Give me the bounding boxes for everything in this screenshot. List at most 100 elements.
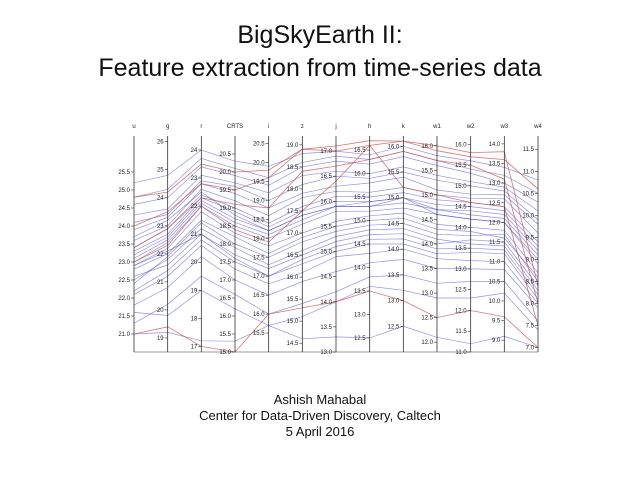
tick-label-z-0: 19.0 (287, 143, 299, 149)
tick-label-i-0: 20.5 (253, 142, 265, 148)
tick-label-j-3: 15.5 (320, 224, 332, 230)
tick-label-w4-7: 8.0 (526, 302, 535, 308)
tick-label-w4-5: 9.0 (526, 257, 535, 263)
tick-label-CRTS-3: 19.0 (219, 206, 231, 212)
tick-label-w1-3: 14.5 (421, 217, 433, 223)
tick-label-CRTS-7: 17.0 (219, 278, 231, 284)
axis-label-r: r (200, 124, 202, 130)
tick-label-i-4: 18.5 (253, 217, 265, 223)
tick-label-u-3: 24.0 (118, 224, 130, 230)
tick-label-i-9: 16.0 (253, 312, 265, 318)
tick-label-h-2: 15.5 (354, 195, 366, 201)
tick-label-w3-0: 14.0 (489, 142, 501, 148)
tick-label-CRTS-0: 20.5 (219, 152, 231, 158)
tick-label-r-4: 20 (191, 260, 198, 266)
author-affiliation: Center for Data-Driven Discovery, Caltec… (199, 408, 441, 423)
tick-label-g-0: 26 (157, 140, 164, 146)
tick-label-k-1: 15.5 (388, 170, 400, 176)
tick-label-i-5: 18.0 (253, 236, 265, 242)
tick-label-CRTS-5: 18.0 (219, 242, 231, 248)
tick-label-j-0: 17.0 (320, 149, 332, 155)
tick-label-u-2: 24.5 (118, 206, 130, 212)
tick-label-k-2: 15.0 (388, 196, 400, 202)
tick-label-z-6: 16.0 (287, 275, 299, 281)
tick-label-g-2: 24 (157, 196, 164, 202)
tick-label-h-7: 13.0 (354, 312, 366, 318)
tick-label-CRTS-2: 19.5 (219, 188, 231, 194)
tick-label-w4-4: 9.5 (526, 235, 535, 241)
tick-label-CRTS-8: 16.5 (219, 296, 231, 302)
tick-label-w3-9: 9.5 (492, 319, 501, 325)
tick-label-z-1: 18.5 (287, 165, 299, 171)
tick-label-u-6: 22.5 (118, 278, 130, 284)
tick-label-j-5: 14.5 (320, 275, 332, 281)
tick-label-k-3: 14.5 (388, 221, 400, 227)
tick-label-z-8: 15.0 (287, 319, 299, 325)
tick-label-CRTS-6: 17.5 (219, 260, 231, 266)
axis-label-g: g (166, 124, 169, 130)
tick-label-h-1: 16.0 (354, 172, 366, 178)
tick-label-w2-1: 15.5 (455, 163, 467, 169)
tick-label-k-7: 12.5 (388, 324, 400, 330)
axis-label-w1: w1 (432, 124, 441, 130)
tick-label-w1-0: 16.0 (421, 144, 433, 150)
tick-label-w4-6: 8.5 (526, 279, 535, 285)
tick-label-w1-5: 13.5 (421, 267, 433, 273)
tick-label-w4-0: 11.5 (523, 147, 535, 153)
tick-label-r-0: 24 (191, 148, 198, 154)
axis-label-h: h (368, 124, 371, 130)
tick-label-k-0: 16.0 (388, 144, 400, 150)
tick-label-u-5: 23.0 (118, 260, 130, 266)
tick-label-w4-3: 10.0 (522, 213, 534, 219)
tick-label-w2-6: 13.0 (455, 267, 467, 273)
tick-label-r-6: 18 (191, 316, 198, 322)
presentation-date: 5 April 2016 (285, 424, 355, 439)
tick-label-j-6: 14.0 (320, 300, 332, 306)
axis-label-CRTS: CRTS (227, 124, 243, 130)
axis-label-z: z (301, 124, 304, 130)
tick-label-CRTS-9: 16.0 (219, 314, 231, 320)
tick-label-h-6: 13.5 (354, 289, 366, 295)
axis-label-u: u (132, 124, 135, 130)
tick-label-CRTS-10: 15.5 (219, 332, 231, 338)
axis-label-i: i (268, 124, 269, 130)
author-name: Ashish Mahabal (273, 392, 367, 407)
tick-label-w3-5: 11.5 (489, 240, 501, 246)
tick-label-w3-8: 10.0 (489, 299, 501, 305)
tick-label-r-1: 23 (191, 176, 198, 182)
tick-label-i-3: 19.0 (253, 198, 265, 204)
tick-label-w1-4: 14.0 (421, 242, 433, 248)
axis-label-w4: w4 (533, 124, 542, 130)
tick-label-z-2: 18.0 (287, 187, 299, 193)
tick-label-j-2: 16.0 (320, 199, 332, 205)
tick-label-w2-10: 11.0 (455, 350, 467, 356)
axis-label-w2: w2 (466, 124, 475, 130)
tick-label-z-7: 15.5 (287, 297, 299, 303)
tick-label-i-7: 17.0 (253, 274, 265, 280)
tick-label-u-1: 25.0 (118, 188, 130, 194)
tick-label-k-5: 13.5 (388, 273, 400, 279)
tick-label-CRTS-1: 20.0 (219, 170, 231, 176)
tick-label-h-3: 15.0 (354, 219, 366, 225)
axis-label-k: k (402, 124, 406, 130)
tick-label-h-4: 14.5 (354, 242, 366, 248)
tick-label-g-5: 21 (157, 280, 164, 286)
tick-label-w4-8: 7.5 (526, 324, 535, 330)
tick-label-u-8: 21.5 (118, 314, 130, 320)
tick-label-j-1: 16.5 (320, 174, 332, 180)
tick-label-w3-3: 12.5 (489, 201, 501, 207)
slide-title-line-1: BigSkyEarth II: (237, 21, 403, 49)
tick-label-w2-2: 15.0 (455, 184, 467, 190)
tick-label-j-8: 13.0 (320, 350, 332, 356)
tick-label-z-5: 16.5 (287, 253, 299, 259)
tick-label-w4-2: 10.5 (522, 191, 534, 197)
tick-label-g-6: 20 (157, 308, 164, 314)
tick-label-z-3: 17.5 (287, 209, 299, 215)
tick-label-w1-7: 12.5 (421, 316, 433, 322)
tick-label-r-7: 17 (191, 344, 198, 350)
tick-label-CRTS-4: 18.5 (219, 224, 231, 230)
tick-label-i-6: 17.5 (253, 255, 265, 261)
tick-label-w1-6: 13.0 (421, 291, 433, 297)
tick-label-i-1: 20.0 (253, 161, 265, 167)
tick-label-w4-1: 11.0 (523, 169, 535, 175)
